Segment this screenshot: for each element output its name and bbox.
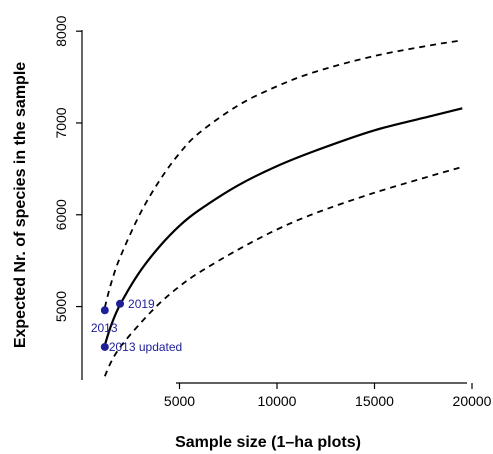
y-tick-label: 5000	[53, 291, 69, 322]
upper-bound-curve	[103, 39, 463, 308]
data-point-label: 2013 updated	[109, 340, 182, 354]
x-tick-label: 15000	[355, 393, 394, 409]
y-tick-label: 7000	[53, 107, 69, 138]
curves	[103, 39, 463, 377]
y-tick-label: 8000	[53, 15, 69, 46]
x-tick-label: 20000	[453, 393, 492, 409]
data-point-label: 2019	[128, 297, 155, 311]
x-ticks: 5000 10000 15000 20000	[164, 383, 492, 409]
data-points: 2013 2019 2013 updated	[91, 297, 182, 354]
y-axis-title: Expected Nr. of species in the sample	[12, 62, 29, 348]
x-axis-title: Sample size (1–ha plots)	[175, 434, 361, 451]
data-point	[100, 306, 109, 315]
y-tick-label: 6000	[53, 199, 69, 230]
data-point	[116, 299, 125, 308]
data-point	[100, 342, 109, 351]
lower-bound-curve	[103, 166, 463, 377]
mean-curve	[103, 107, 463, 346]
data-point-label: 2013	[91, 321, 118, 335]
x-tick-label: 10000	[258, 393, 297, 409]
x-tick-label: 5000	[164, 393, 195, 409]
y-ticks: 5000 6000 7000 8000	[53, 15, 82, 322]
